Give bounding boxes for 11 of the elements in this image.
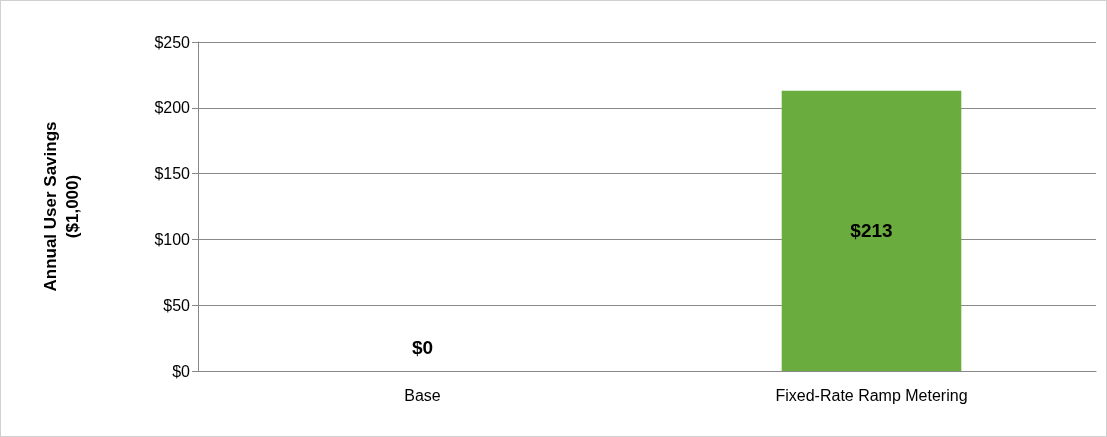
y-tick-label: $150: [154, 165, 191, 183]
x-tick-label: Base: [404, 386, 441, 404]
y-axis-title: Annual User Savings ($1,000): [40, 121, 82, 292]
x-tick-label: Fixed-Rate Ramp Metering: [775, 386, 968, 404]
y-tick-label: $100: [154, 230, 191, 248]
y-tick-label: $50: [163, 296, 191, 314]
y-tick-label: $200: [154, 99, 191, 117]
y-tick-label: $250: [154, 33, 191, 51]
data-label: $0: [411, 337, 434, 358]
data-label: $213: [850, 220, 893, 242]
y-tick-label: $0: [172, 362, 191, 380]
